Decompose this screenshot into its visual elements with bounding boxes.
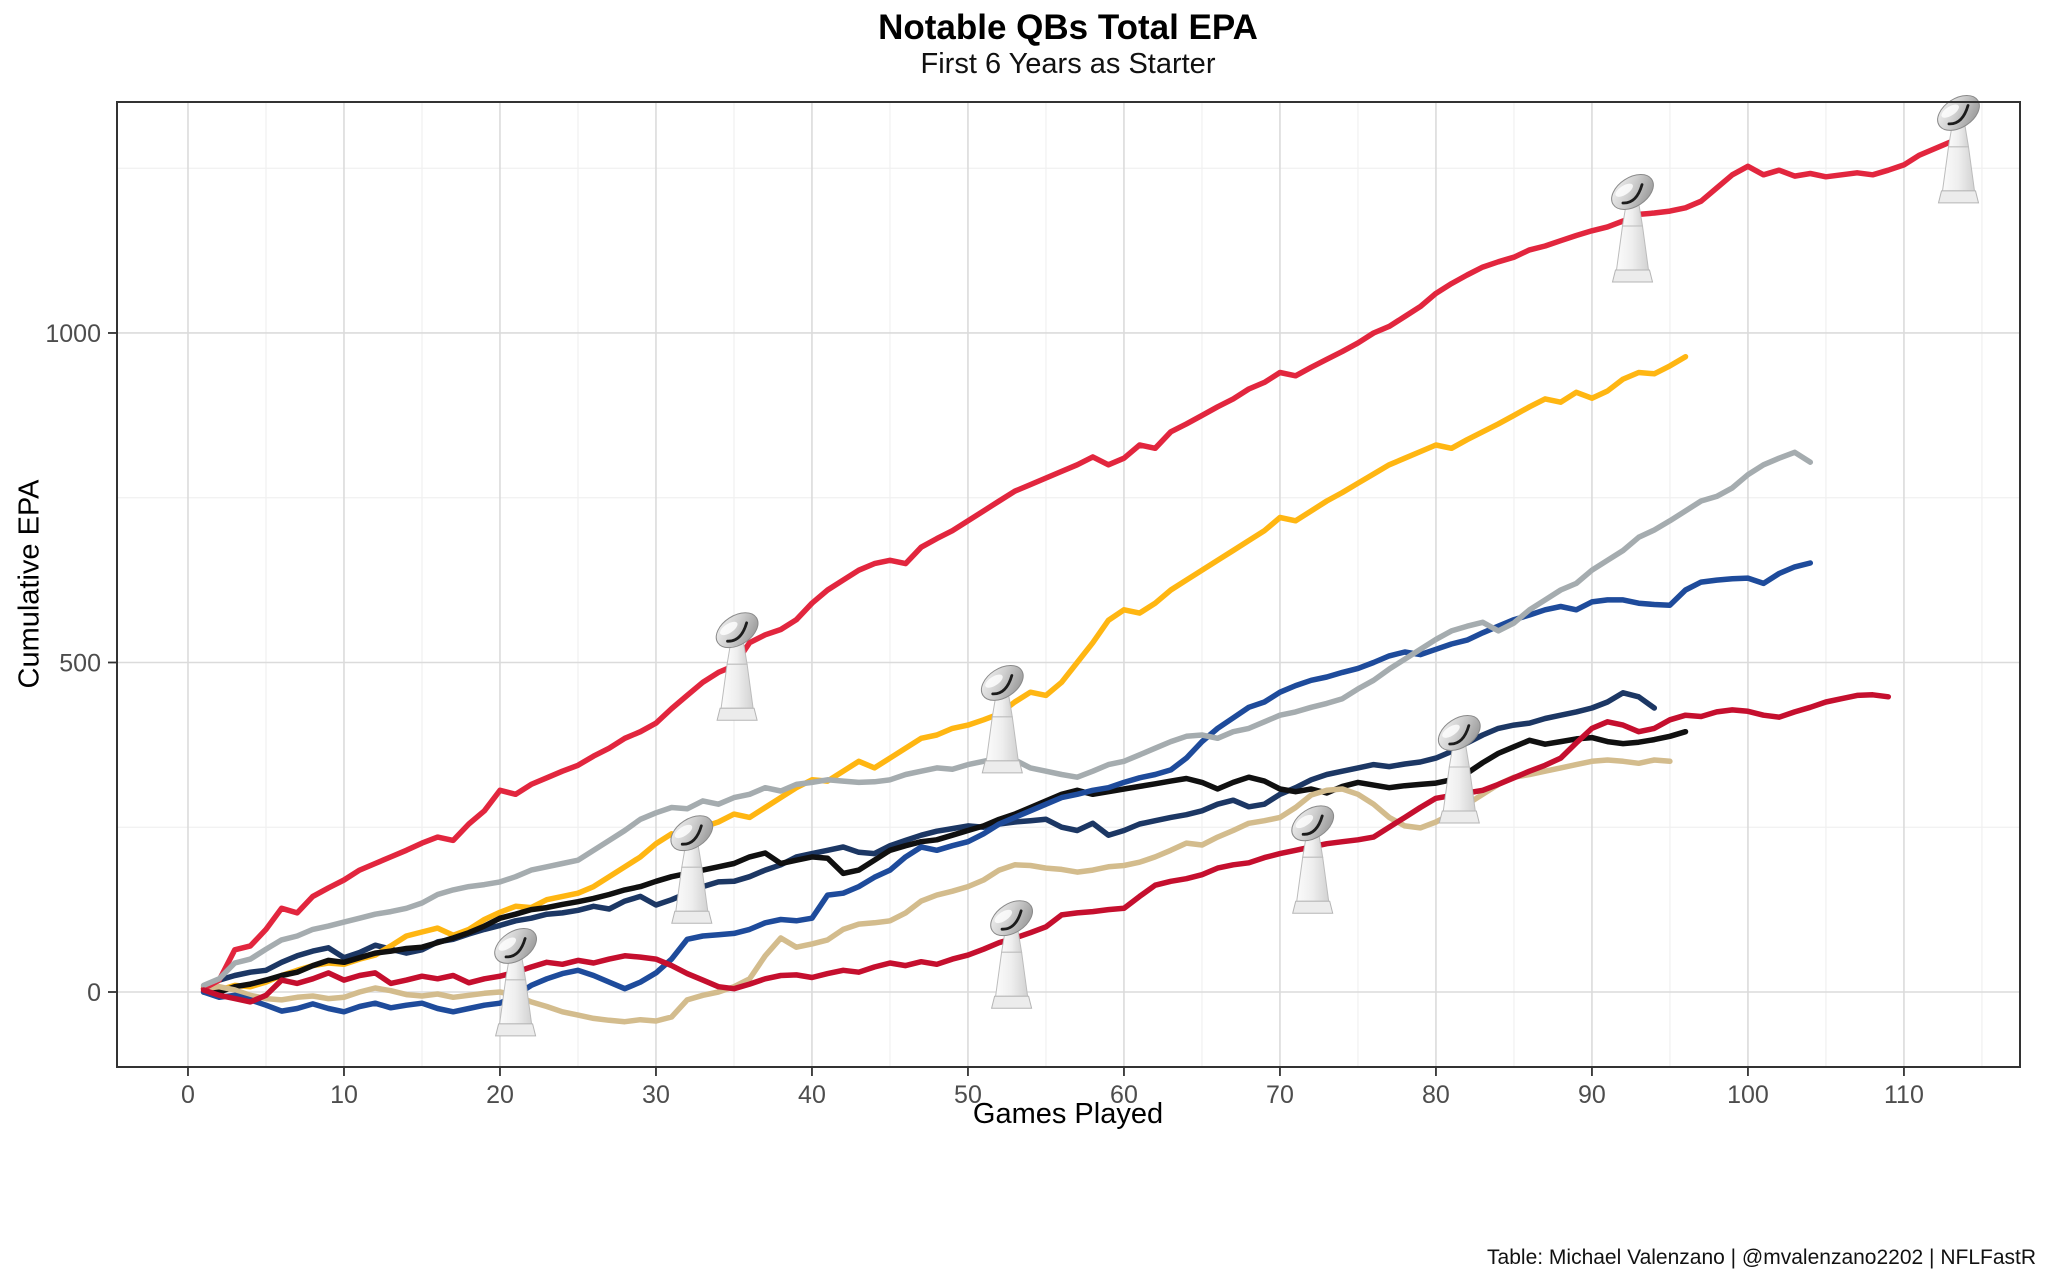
x-tick-label: 100 — [1727, 1081, 1769, 1109]
x-tick-label: 70 — [1266, 1081, 1294, 1109]
y-tick-label: 1000 — [45, 320, 101, 348]
axis-tick-marks — [108, 332, 1905, 1076]
x-tick-label: 80 — [1422, 1081, 1450, 1109]
x-tick-label: 20 — [486, 1081, 514, 1109]
series-lines — [200, 139, 1954, 1025]
axis-tick-labels: 0 10 20 30 40 50 60 70 80 90 100 110 0 500 1000 — [45, 320, 1923, 1109]
legend: Quarterback A.LuckA.RodgersB.Roethlisber… — [0, 1152, 2048, 1232]
super-bowl-trophy-icon — [494, 927, 537, 1037]
panel-border — [116, 101, 2021, 1068]
super-bowl-trophy-icon — [980, 664, 1024, 774]
series-line-t-brady — [200, 692, 1892, 1005]
x-tick-label: 50 — [954, 1081, 982, 1109]
chart-title: Notable QBs Total EPA — [878, 8, 1258, 47]
series-line-b-roethlisberger — [200, 728, 1689, 995]
x-axis-title: Games Played — [972, 1098, 1164, 1130]
x-tick-label: 110 — [1884, 1081, 1924, 1109]
super-bowl-trophy-icon — [1937, 94, 1980, 204]
gridlines — [117, 102, 2020, 1067]
super-bowl-trophy-icon — [1611, 174, 1654, 283]
series-line-a-rodgers — [200, 353, 1689, 993]
series-line-d-brees — [200, 757, 1673, 1025]
x-tick-label: 60 — [1110, 1081, 1138, 1109]
super-bowl-trophy-icon — [670, 815, 714, 924]
super-bowl-trophy-icon — [715, 612, 759, 721]
y-tick-label: 0 — [87, 979, 101, 1007]
x-tick-label: 10 — [330, 1081, 358, 1109]
series-line-p-mahomes — [200, 139, 1954, 992]
super-bowl-trophy-icon — [1291, 805, 1335, 914]
source-caption: Table: Michael Valenzano | @mvalenzano22… — [1487, 1246, 2036, 1269]
x-tick-label: 30 — [642, 1081, 670, 1109]
x-tick-label: 40 — [798, 1081, 826, 1109]
y-tick-label: 500 — [59, 649, 101, 677]
super-bowl-trophy-icon — [990, 900, 1033, 1009]
y-axis-title: Cumulative EPA — [13, 479, 46, 689]
chart-subtitle: First 6 Years as Starter — [920, 48, 1216, 80]
super-bowl-trophy-icon — [1437, 715, 1481, 824]
x-tick-label: 0 — [181, 1081, 195, 1109]
x-tick-label: 90 — [1578, 1081, 1606, 1109]
super-bowl-trophies — [494, 94, 1980, 1037]
series-line-j-allen — [200, 560, 1814, 1015]
